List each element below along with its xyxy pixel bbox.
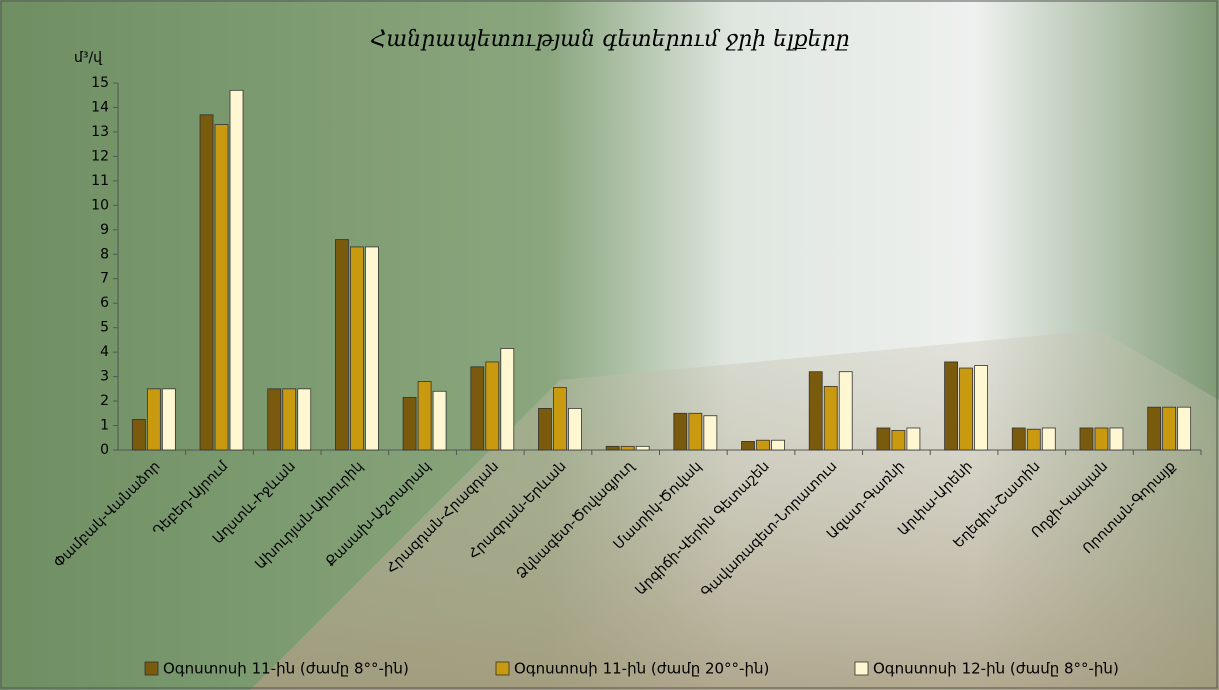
bar [470, 366, 485, 451]
y-tick-label: 1 [100, 418, 109, 434]
bar [350, 246, 364, 451]
bar [553, 387, 567, 451]
y-tick-label: 2 [100, 393, 109, 409]
bar [1109, 427, 1124, 451]
bar [688, 412, 703, 451]
bar [944, 361, 958, 451]
legend-label: Օգոստոսի 12-ին (ժամը 8°°-ին) [873, 660, 1119, 678]
bar [891, 430, 906, 451]
bar [959, 367, 973, 451]
y-tick-label: 5 [100, 320, 109, 336]
bar [335, 239, 349, 451]
bar [703, 415, 718, 451]
legend-swatch [495, 661, 510, 676]
bar [267, 388, 282, 451]
bar [838, 371, 853, 451]
y-tick-label: 10 [91, 197, 109, 213]
bar [741, 441, 755, 451]
bar [906, 427, 921, 451]
y-tick-label: 9 [100, 222, 109, 238]
bar [1079, 427, 1094, 451]
bar [485, 361, 500, 451]
bar [1177, 406, 1192, 451]
legend-label: Օգոստոսի 11-ին (ժամը 8°°-ին) [163, 660, 409, 678]
bar [229, 89, 244, 451]
bar [282, 388, 297, 451]
bar [808, 371, 823, 451]
bar [568, 408, 582, 451]
y-tick-label: 8 [100, 246, 109, 262]
bar [402, 396, 417, 451]
legend-swatch [144, 661, 159, 676]
y-tick-label: 15 [91, 75, 109, 91]
bar [214, 124, 229, 451]
bar [823, 385, 838, 451]
y-axis-label: մ³/վ [74, 50, 103, 66]
y-tick-label: 13 [91, 124, 109, 140]
bar [673, 412, 688, 451]
y-tick-label: 4 [100, 344, 109, 360]
bar [605, 445, 620, 451]
bar [1011, 427, 1026, 451]
bar [500, 348, 515, 451]
bar [876, 427, 891, 451]
bar [538, 408, 552, 451]
bar [635, 445, 650, 451]
bar [131, 419, 146, 451]
y-tick-label: 3 [100, 369, 109, 385]
bar [620, 445, 635, 451]
legend-label: Օգոստոսի 11-ին (ժամը 20°°-ին) [514, 660, 769, 678]
bar [1041, 427, 1056, 451]
bar [199, 114, 214, 451]
bar [1094, 427, 1109, 451]
chart-title: Հանրապետության գետերում ջրի ելքերը [370, 27, 849, 52]
y-tick-label: 14 [91, 99, 109, 115]
bar [1162, 406, 1177, 451]
y-tick-label: 12 [91, 148, 109, 164]
bar [1026, 428, 1041, 451]
y-tick-label: 11 [91, 173, 109, 189]
bar [1147, 406, 1162, 451]
bar [417, 381, 432, 451]
y-tick-label: 7 [100, 271, 109, 287]
bar [974, 365, 988, 451]
bar [365, 246, 379, 451]
bar [771, 439, 785, 451]
bar [432, 390, 447, 451]
bar [146, 388, 161, 451]
bar [297, 388, 312, 451]
bar [161, 388, 176, 451]
y-tick-label: 0 [100, 442, 109, 458]
bar [756, 439, 770, 451]
y-tick-label: 6 [100, 295, 109, 311]
legend-swatch [854, 661, 869, 676]
